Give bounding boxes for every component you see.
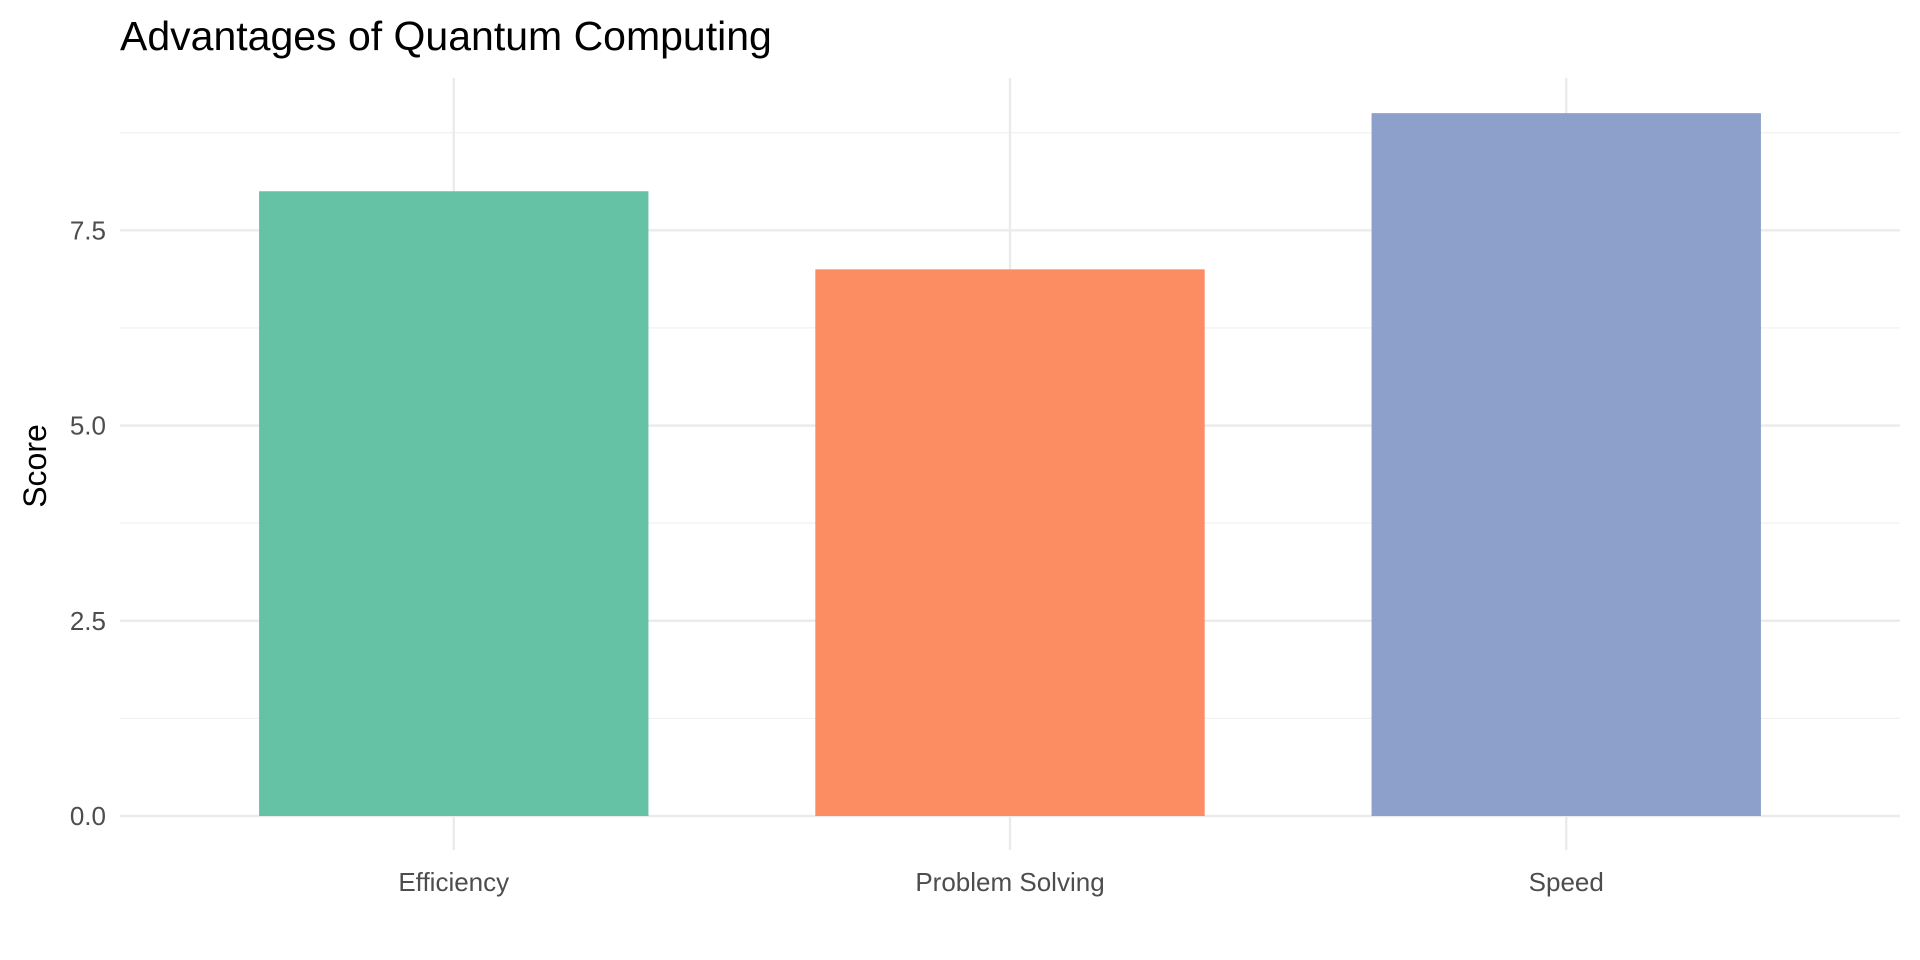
y-tick-label: 5.0 [70,411,106,441]
x-tick-label: Speed [1529,867,1604,897]
x-tick-label: Problem Solving [915,867,1104,897]
bar-problem-solving [815,269,1205,816]
x-axis-tick-labels: Efficiency Problem Solving Speed [398,867,1603,897]
chart-title: Advantages of Quantum Computing [120,13,772,59]
y-tick-label: 2.5 [70,606,106,636]
bars [259,113,1761,816]
y-axis-tick-labels: 0.0 2.5 5.0 7.5 [70,215,106,831]
y-axis-title: Score [17,424,53,508]
y-tick-label: 7.5 [70,215,106,245]
bar-efficiency [259,191,649,816]
y-tick-label: 0.0 [70,801,106,831]
x-tick-label: Efficiency [398,867,509,897]
bar-speed [1371,113,1761,816]
